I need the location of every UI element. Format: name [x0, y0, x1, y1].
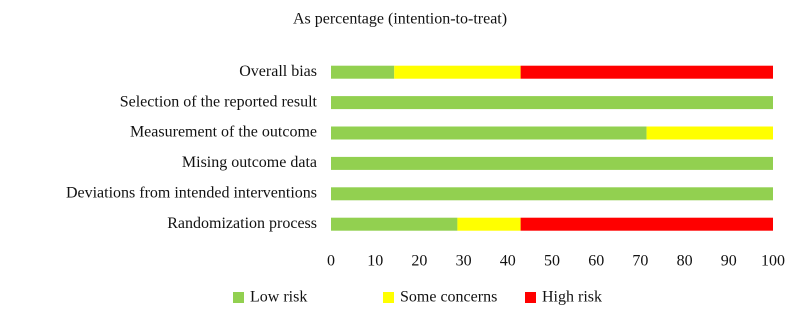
x-tick-label: 60 — [588, 253, 604, 270]
x-tick-label: 40 — [500, 253, 516, 270]
y-tick-label: Mising outcome data — [182, 154, 317, 171]
bar-segment — [331, 126, 647, 140]
y-tick-label: Overall bias — [239, 63, 317, 80]
x-tick-label: 0 — [327, 253, 335, 270]
bar-segment — [520, 65, 773, 79]
bar-segment — [331, 65, 395, 79]
x-tick-label: 90 — [721, 253, 737, 270]
bar-segment — [394, 65, 521, 79]
y-tick-label: Measurement of the outcome — [130, 124, 317, 141]
bar-segment — [331, 156, 773, 170]
legend-swatch — [383, 292, 394, 303]
legend-label: Some concerns — [400, 289, 497, 306]
bar-segment — [646, 126, 773, 140]
y-tick-label: Selection of the reported result — [120, 93, 318, 110]
bar-segment — [457, 217, 521, 231]
bar-segment — [331, 217, 458, 231]
x-tick-label: 70 — [632, 253, 648, 270]
x-tick-label: 80 — [677, 253, 693, 270]
bar-segment — [331, 96, 773, 110]
bar-segment — [520, 217, 773, 231]
x-tick-label: 10 — [367, 253, 383, 270]
legend-label: Low risk — [250, 289, 307, 306]
y-tick-label: Randomization process — [167, 215, 317, 232]
bar-segment — [331, 187, 773, 201]
x-tick-label: 30 — [456, 253, 472, 270]
legend-swatch — [525, 292, 536, 303]
legend-label: High risk — [542, 289, 602, 306]
y-tick-label: Deviations from intended interventions — [66, 184, 317, 201]
legend-swatch — [233, 292, 244, 303]
chart-title: As percentage (intention-to-treat) — [293, 11, 507, 28]
x-tick-label: 50 — [544, 253, 560, 270]
x-tick-label: 100 — [761, 253, 785, 270]
x-tick-label: 20 — [411, 253, 427, 270]
